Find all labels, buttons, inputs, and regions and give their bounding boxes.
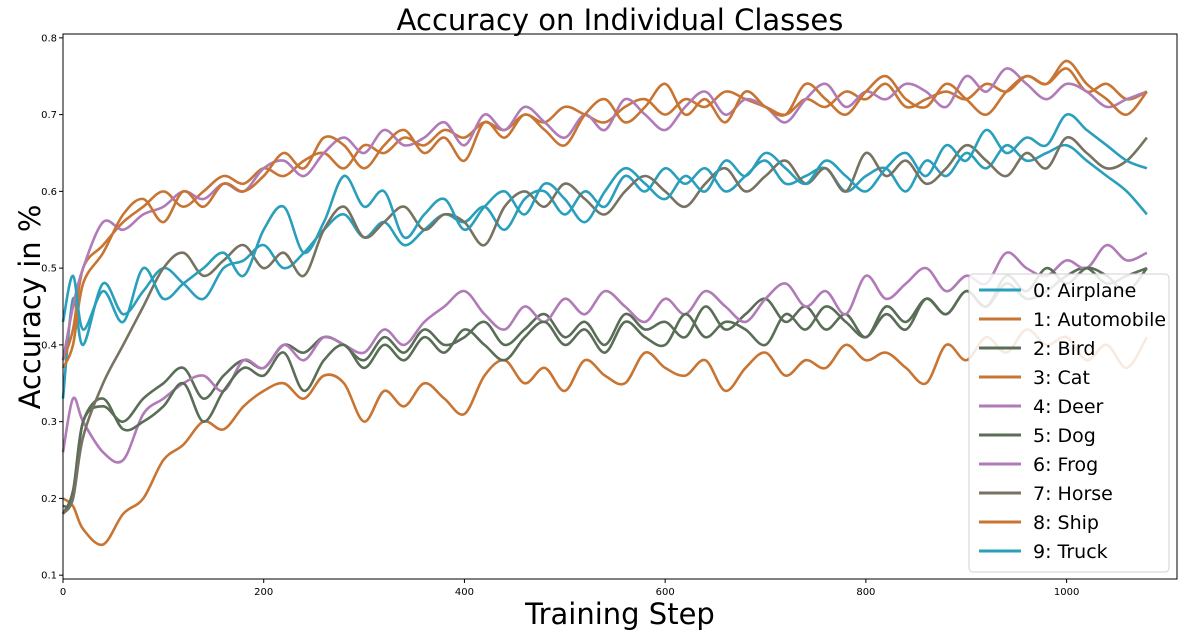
legend-label-2: 2: Bird — [1033, 338, 1095, 360]
legend-label-8: 8: Ship — [1033, 512, 1099, 534]
x-tick-label-1: 200 — [254, 587, 273, 598]
y-tick-label-3: 0.4 — [41, 340, 57, 351]
series-line-8 — [61, 59, 1148, 369]
y-tick-label-0: 0.1 — [41, 571, 57, 582]
plot-frame — [62, 33, 1178, 580]
legend-label-3: 3: Cat — [1033, 367, 1090, 389]
x-axis-ticks: 0 200 400 600 800 1000 — [60, 579, 1079, 598]
legend-label-5: 5: Dog — [1033, 425, 1096, 447]
series-line-0 — [61, 143, 1148, 399]
y-tick-label-5: 0.6 — [41, 187, 57, 198]
x-tick-label-0: 0 — [60, 587, 66, 598]
x-tick-label-5: 1000 — [1054, 587, 1079, 598]
y-tick-label-2: 0.3 — [41, 417, 57, 428]
series-line-9 — [61, 113, 1148, 331]
y-axis-ticks: 0.1 0.2 0.3 0.4 0.5 0.6 0.7 0.8 — [41, 33, 63, 582]
legend-label-0: 0: Airplane — [1033, 280, 1136, 302]
x-tick-label-2: 400 — [455, 587, 474, 598]
y-tick-label-6: 0.7 — [41, 110, 57, 121]
legend-label-6: 6: Frog — [1033, 454, 1098, 476]
series-layer — [61, 59, 1149, 547]
y-tick-label-4: 0.5 — [41, 264, 57, 275]
legend-label-1: 1: Automobile — [1033, 309, 1166, 331]
legend-label-7: 7: Horse — [1033, 483, 1113, 505]
legend: 0: Airplane 1: Automobile 2: Bird 3: Cat 4: … — [968, 273, 1170, 573]
y-tick-label-1: 0.2 — [41, 494, 57, 505]
legend-label-4: 4: Deer — [1033, 396, 1104, 418]
x-tick-label-4: 800 — [856, 587, 875, 598]
y-axis-label: Accuracy in % — [13, 205, 47, 410]
y-tick-label-7: 0.8 — [41, 33, 57, 44]
legend-label-9: 9: Truck — [1033, 541, 1108, 563]
series-line-3 — [62, 328, 1149, 547]
x-tick-label-3: 600 — [656, 587, 675, 598]
chart-title: Accuracy on Individual Classes — [397, 3, 844, 37]
x-axis-label: Training Step — [524, 597, 715, 631]
series-line-5 — [61, 266, 1148, 515]
